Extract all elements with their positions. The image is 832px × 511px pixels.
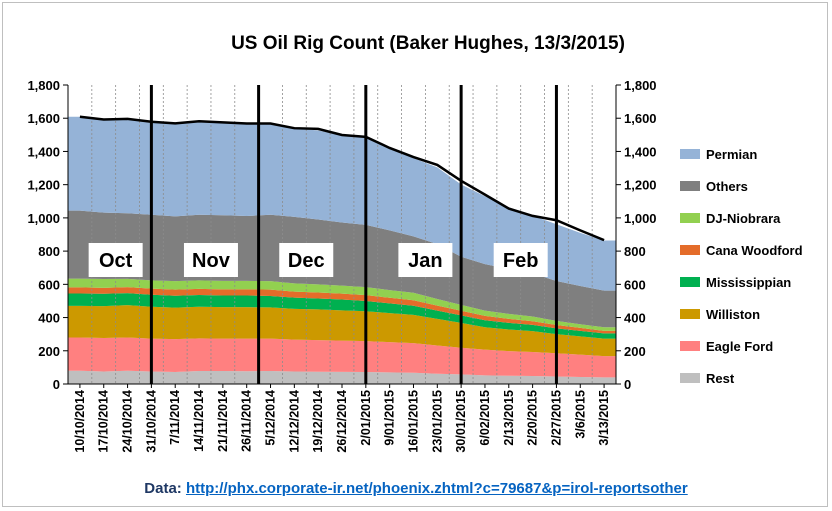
month-label: Nov [192,250,231,272]
legend-label-permian: Permian [706,147,757,162]
chart-title: US Oil Rig Count (Baker Hughes, 13/3/201… [231,33,625,54]
y-tick-label: 0 [53,377,60,392]
x-tick-label: 14/11/2014 [192,390,206,452]
x-tick-label: 3/13/2015 [597,390,611,446]
x-tick-label: 12/12/2014 [287,390,301,453]
legend-swatch-eagle-ford [680,341,700,351]
x-tick-label: 26/12/2014 [335,390,349,453]
x-tick-label: 19/12/2014 [311,390,325,453]
legend-label-rest: Rest [706,371,735,386]
x-tick-label: 10/10/2014 [73,390,87,453]
y-tick-label-right: 200 [624,344,646,359]
month-labels: Oct Nov Dec Jan Feb [88,243,548,277]
area-eagle-ford [68,337,616,378]
axes: 0 0 200 200 400 400 600 600 800 800 1,000 1,000 1,20… [27,78,656,453]
y-tick-label: 1,200 [27,178,60,193]
month-label: Oct [99,250,133,272]
x-tick-label: 3/6/2015 [573,390,587,439]
legend-label-others: Others [706,179,748,194]
y-tick-label-right: 1,400 [624,144,657,159]
legend-swatch-cana-woodford [680,245,700,255]
x-tick-label: 6/02/2015 [478,390,492,446]
y-tick-label-right: 1,000 [624,211,657,226]
y-tick-label: 800 [38,244,60,259]
month-label-box [88,243,143,277]
month-label-box [398,243,453,277]
legend-swatch-rest [680,373,700,383]
x-tick-label: 30/01/2015 [454,390,468,453]
y-tick-label: 200 [38,344,60,359]
legend-swatch-williston [680,309,700,319]
legend-label-eagle-ford: Eagle Ford [706,339,773,354]
x-tick-label: 24/10/2014 [121,390,135,453]
y-tick-label-right: 400 [624,311,646,326]
x-tick-label: 26/11/2014 [240,390,254,452]
area-layers [68,116,616,384]
source-link[interactable]: http://phx.corporate-ir.net/phoenix.zhtm… [185,480,688,497]
month-label-box [183,243,238,277]
legend-swatch-others [680,181,700,191]
x-tick-label: 17/10/2014 [97,390,111,453]
area-williston [68,305,616,357]
y-tick-label: 600 [38,277,60,292]
y-tick-label: 1,800 [27,78,60,93]
month-label: Jan [408,250,442,272]
x-tick-label: 23/01/2015 [430,390,444,453]
x-tick-label: 2/27/2015 [549,390,563,446]
y-tick-label-right: 0 [624,377,631,392]
area-permian [68,116,616,291]
y-tick-label-right: 1,800 [624,78,657,93]
total-line [79,115,605,242]
x-tick-label: 2/20/2015 [526,390,540,446]
legend-label-mississippian: Mississippian [706,275,791,290]
legend-swatch-dj-niobrara [680,213,700,223]
month-label-box [493,243,548,277]
source-prefix: Data: [144,480,186,497]
y-tick-label: 1,600 [27,111,60,126]
month-label-box [279,243,334,277]
y-tick-label: 400 [38,311,60,326]
y-tick-label-right: 1,200 [624,178,657,193]
legend-label-dj-niobrara: DJ-Niobrara [706,211,781,226]
month-label: Feb [503,250,539,272]
y-tick-label-right: 1,600 [624,111,657,126]
x-tick-label: 16/01/2015 [406,390,420,453]
x-tick-label: 2/13/2015 [502,390,516,446]
x-tick-label: 2/01/2015 [359,390,373,446]
legend-swatch-permian [680,149,700,159]
y-tick-label: 1,000 [27,211,60,226]
x-tick-label: 7/11/2014 [168,390,182,445]
x-tick-label: 31/10/2014 [144,390,158,453]
legend: Permian Others DJ-Niobrara Cana Woodford Mis… [680,147,803,386]
y-tick-label-right: 600 [624,277,646,292]
area-cana-woodford [68,287,616,334]
total-line-group [79,115,605,242]
legend-label-williston: Williston [706,307,760,322]
area-dj-niobrara [68,278,616,331]
x-tick-label: 5/12/2014 [264,390,278,446]
data-source: Data: http://phx.corporate-ir.net/phoeni… [0,480,832,497]
y-tick-label-right: 800 [624,244,646,259]
x-tick-label: 9/01/2015 [383,390,397,446]
area-mississippian [68,293,616,339]
x-tick-label: 21/11/2014 [216,390,230,452]
legend-label-cana-woodford: Cana Woodford [706,243,803,258]
month-label: Dec [288,250,325,272]
area-rest [68,370,616,384]
area-others [68,210,616,328]
y-tick-label: 1,400 [27,144,60,159]
month-dividers [149,85,558,384]
legend-swatch-mississippian [680,277,700,287]
